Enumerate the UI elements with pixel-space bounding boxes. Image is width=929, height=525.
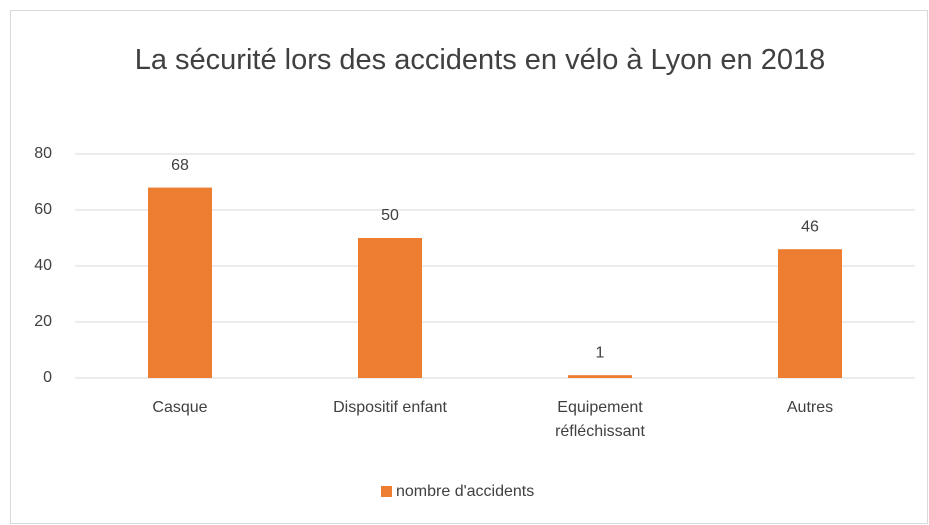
x-tick-label: Dispositif enfant (333, 399, 447, 416)
y-tick-label: 40 (34, 257, 52, 274)
x-tick-label: Autres (786, 399, 834, 416)
y-tick-label: 0 (43, 369, 52, 386)
y-tick-label: 20 (34, 313, 52, 330)
data-label: 46 (801, 218, 819, 235)
legend-swatch (381, 486, 392, 497)
bar (148, 187, 212, 378)
chart-title: La sécurité lors des accidents en vélo à… (134, 44, 826, 76)
data-label: 50 (381, 207, 399, 224)
data-label: 68 (171, 157, 189, 174)
bar (568, 375, 632, 378)
bar (778, 249, 842, 378)
bar (358, 238, 422, 378)
data-label: 1 (596, 344, 605, 361)
y-tick-label: 60 (34, 201, 52, 218)
x-tick-label: Casque (152, 399, 208, 416)
legend-label: nombre d'accidents (396, 483, 534, 500)
x-tick-label: Equipement réfléchissant (555, 399, 645, 440)
y-tick-label: 80 (34, 145, 52, 162)
